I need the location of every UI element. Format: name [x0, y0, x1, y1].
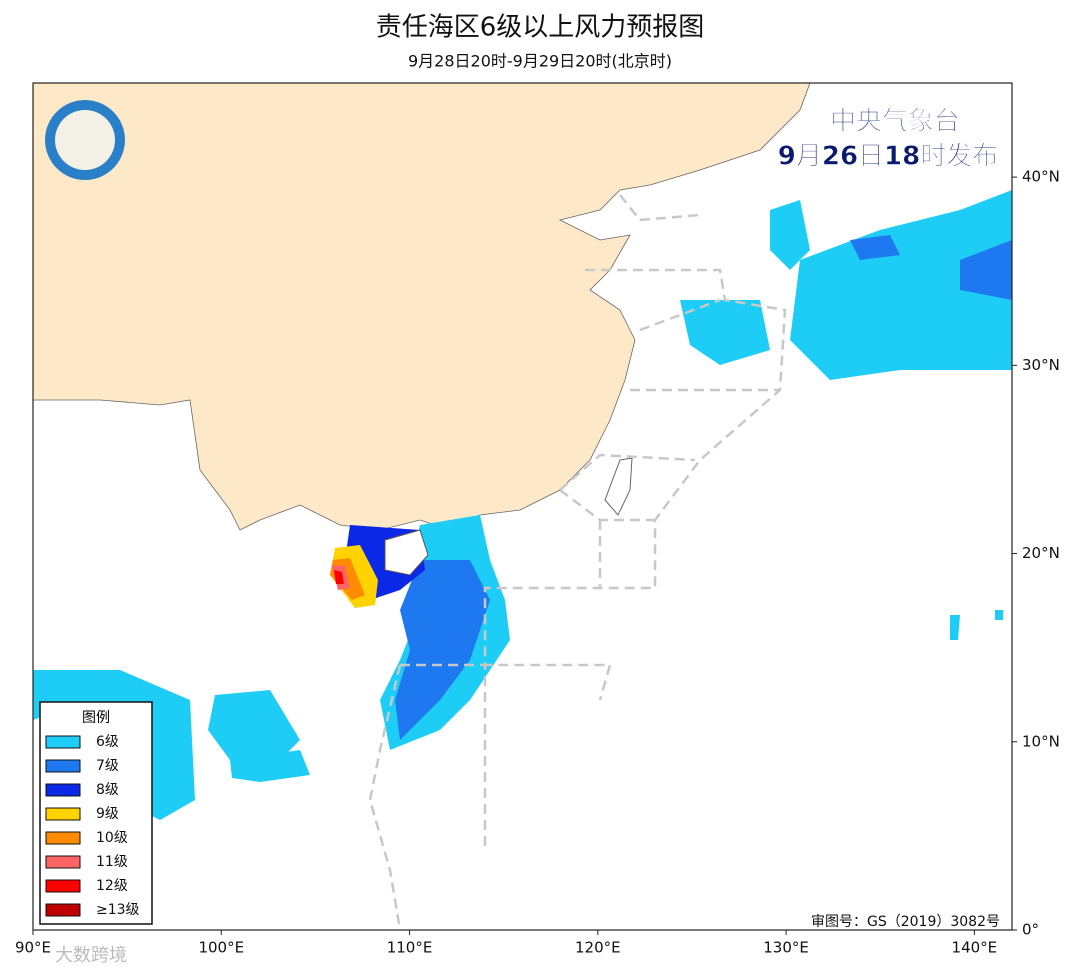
y-tick-label: 20°N [1022, 544, 1060, 562]
legend-swatch [45, 903, 81, 917]
approval-number: 审图号：GS（2019）3082号 [811, 914, 1000, 930]
map-frame [32, 82, 1013, 931]
y-tick-label: 0° [1022, 921, 1039, 939]
x-tick-label: 110°E [387, 939, 433, 957]
land-taiwan [604, 457, 633, 516]
y-tick-label: 30°N [1022, 356, 1060, 374]
wind-7 [395, 235, 1012, 740]
legend-label: 9级 [96, 806, 119, 822]
legend-swatch [45, 807, 81, 821]
legend-label: 12级 [96, 878, 128, 894]
legend-swatch [45, 831, 81, 845]
legend-swatch [45, 879, 81, 893]
x-tick-label: 130°E [763, 939, 809, 957]
subtitle: 9月28日20时-9月29日20时(北京时) [408, 52, 672, 71]
watermark: 大数跨境 [55, 945, 127, 966]
x-tick-label: 140°E [952, 939, 998, 957]
legend-swatch [45, 759, 81, 773]
legend-label: 8级 [96, 782, 119, 798]
legend-label: 10级 [96, 830, 128, 846]
agency: 中央气象台 [830, 106, 960, 137]
legend-label: 6级 [96, 734, 119, 750]
land-hainan [384, 529, 429, 576]
sea-zones [368, 194, 787, 931]
x-tick-label: 90°E [15, 939, 51, 957]
legend-label: ≥13级 [96, 902, 140, 918]
legend-swatch [45, 783, 81, 797]
legend: 图例 6级 7级 8级 9级 10级 11级 12级 ≥13级 [39, 701, 153, 925]
y-tick-label: 40°N [1022, 168, 1060, 186]
legend-label: 7级 [96, 758, 119, 774]
legend-swatch [45, 855, 81, 869]
title: 责任海区6级以上风力预报图 [376, 13, 705, 43]
legend-title: 图例 [82, 710, 110, 726]
legend-label: 11级 [96, 854, 128, 870]
land-china [32, 82, 811, 531]
x-tick-label: 100°E [198, 939, 244, 957]
legend-swatch [45, 735, 81, 749]
logo-inner [55, 110, 115, 170]
map [32, 82, 1013, 931]
issue-time: 9月26日18时发布 [778, 141, 998, 172]
wind-12 [334, 570, 344, 584]
y-tick-label: 10°N [1022, 732, 1060, 750]
x-tick-label: 120°E [575, 939, 621, 957]
